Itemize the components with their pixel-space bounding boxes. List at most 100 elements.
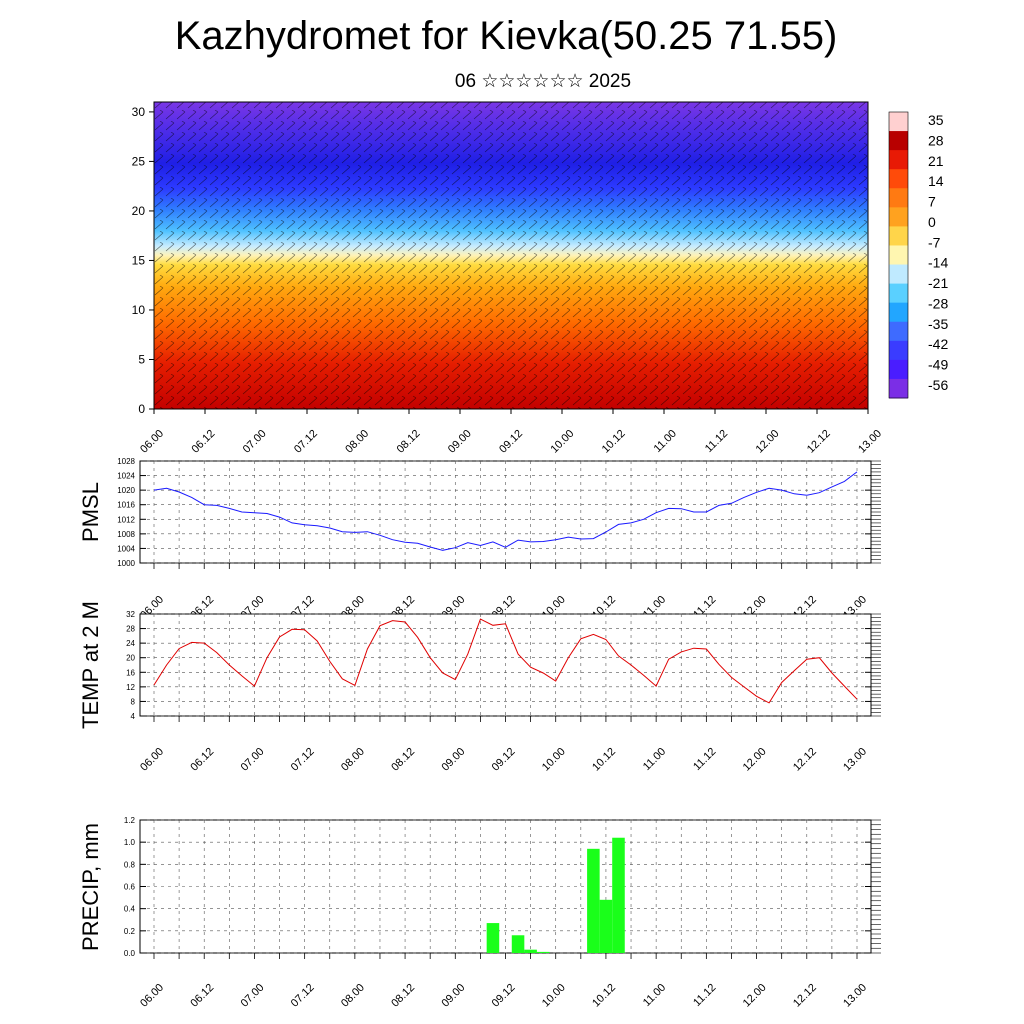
y-tick-label: 15: [132, 253, 146, 267]
chart-title: Kazhydromet for Kievka(50.25 71.55): [174, 14, 838, 58]
y-tick-label: 12: [126, 683, 135, 692]
panel2-xtick-label: 12.12: [791, 746, 819, 774]
y-tick-label: 1.0: [124, 838, 136, 847]
panel2-xtick-label: 07.12: [289, 746, 317, 774]
colorbar-swatch: [889, 112, 908, 132]
colorbar-swatch: [889, 302, 908, 323]
y-tick-label: 0: [138, 402, 145, 416]
cross-section-xtick-label: 06.00: [138, 428, 166, 456]
colorbar-swatch: [889, 226, 908, 246]
colorbar-label: 35: [928, 112, 944, 128]
panel3-xtick-label: 10.00: [540, 982, 568, 1010]
y-tick-label: 28: [126, 625, 135, 634]
colorbar-label: 14: [928, 173, 944, 189]
cross-section-xtick-label: 11.00: [652, 428, 679, 455]
y-tick-label: 8: [131, 697, 136, 706]
colorbar-label: -7: [928, 234, 941, 250]
panel3-xtick-label: 11.12: [691, 982, 718, 1009]
panel2-xtick-label: 06.12: [188, 746, 216, 774]
cross-section-xtick-label: 09.00: [446, 428, 474, 456]
cross-section-xtick-label: 13.00: [856, 428, 884, 456]
panel3-xtick-label: 11.00: [641, 982, 668, 1009]
precip-bar: [587, 848, 600, 953]
y-tick-label: 0.2: [124, 927, 136, 936]
colorbar-label: -35: [928, 316, 948, 332]
colorbar-swatch: [889, 340, 908, 361]
y-tick-label: 0.4: [124, 905, 136, 914]
panel2-xtick-label: 12.00: [741, 746, 769, 774]
panel2-xtick-label: 13.00: [841, 746, 869, 774]
colorbar-swatch: [889, 169, 908, 189]
y-tick-label: 4: [131, 712, 136, 721]
colorbar-label: -28: [928, 295, 948, 311]
y-axis-label: TEMP at 2 M: [78, 601, 103, 729]
y-tick-label: 1.2: [124, 816, 136, 825]
y-tick-label: 25: [132, 154, 146, 168]
precip-bar: [612, 837, 625, 953]
y-tick-label: 20: [132, 204, 146, 218]
panel2-xtick-label: 09.00: [439, 746, 467, 774]
y-tick-label: 20: [126, 654, 135, 663]
colorbar-swatch: [889, 207, 908, 227]
cross-section-xtick-label: 11.12: [703, 428, 730, 455]
panel2-xtick-label: 06.00: [138, 746, 166, 774]
wind-vectors: [154, 102, 868, 409]
panel3-xtick-label: 09.00: [439, 982, 467, 1010]
colorbar-swatch: [889, 188, 908, 208]
panel2-xtick-label: 11.00: [641, 746, 668, 773]
panel3-xtick-label: 09.12: [490, 982, 518, 1010]
panel3-xtick-label: 07.12: [289, 982, 317, 1010]
precip-bar: [599, 899, 613, 953]
panel3-xtick-label: 07.00: [239, 982, 267, 1010]
y-tick-label: 1012: [117, 515, 135, 524]
colorbar-swatch: [889, 264, 908, 285]
colorbar: 35 28 21 14 7 0 -7 -14 -21 -28 -35 -42 -49 -56: [888, 111, 948, 399]
panel2-xtick-label: 08.00: [339, 746, 367, 774]
panel3-xtick-label: 10.12: [590, 982, 618, 1010]
y-tick-label: 1008: [117, 530, 135, 539]
cross-section-xtick-label: 10.00: [548, 428, 576, 456]
panel3-xtick-label: 08.00: [339, 982, 367, 1010]
cross-section-xtick-label: 12.12: [805, 428, 833, 456]
cross-section-panel: 0 5 10 15 20 25 30 06.00 06.12 07.00 07.12 08.00 08.…: [132, 101, 884, 456]
panel2-xtick-label: 07.00: [239, 746, 267, 774]
precip-bar: [486, 923, 500, 953]
colorbar-swatch: [889, 283, 908, 304]
y-tick-label: 1028: [117, 457, 135, 466]
cross-section-xtick-label: 07.12: [292, 428, 320, 456]
panel3-xtick-label: 08.12: [389, 982, 417, 1010]
colorbar-label: 21: [928, 153, 944, 169]
y-tick-label: 5: [138, 352, 145, 366]
cross-section-xtick-label: 12.00: [754, 428, 782, 456]
y-tick-label: 1024: [117, 472, 135, 481]
cross-section-xtick-label: 06.12: [189, 428, 217, 456]
y-tick-label: 1004: [117, 544, 135, 553]
panel3-xtick-label: 06.12: [188, 982, 216, 1010]
panel2-xtick-label: 10.00: [540, 746, 568, 774]
colorbar-label: -56: [928, 377, 948, 393]
series-line: [153, 618, 858, 704]
pmsl-panel: 10001004100810121016102010241028PMSL06.0…: [78, 457, 881, 622]
colorbar-swatch: [889, 378, 908, 399]
y-tick-label: 1016: [117, 501, 135, 510]
cross-section-xtick-label: 08.00: [343, 428, 371, 456]
panel2-xtick-label: 09.12: [490, 746, 518, 774]
cross-section-xtick-label: 08.12: [395, 428, 423, 456]
colorbar-label: -49: [928, 357, 948, 373]
y-tick-label: 0.6: [124, 883, 136, 892]
colorbar-swatch: [889, 150, 908, 170]
precip-bar: [524, 949, 537, 953]
colorbar-swatch: [889, 245, 908, 266]
y-tick-label: 32: [126, 610, 135, 619]
colorbar-label: 0: [928, 214, 936, 230]
y-axis-label: PMSL: [78, 482, 103, 542]
temp-panel: 4 8 12 16 20 24 28 32 TEMP at 2 M 06.00 06.12 07.00…: [78, 601, 881, 774]
colorbar-label: -21: [928, 275, 948, 291]
precip-panel: 0.0 0.2 0.4 0.6 0.8 1.0 1.2 PRECIP, mm 06.00 06.1…: [78, 816, 881, 1010]
colorbar-label: 7: [928, 194, 936, 210]
colorbar-label: 28: [928, 132, 944, 148]
panel2-xtick-label: 11.12: [691, 746, 718, 773]
cross-section-xtick-label: 07.00: [241, 428, 269, 456]
y-tick-label: 0.8: [124, 860, 136, 869]
